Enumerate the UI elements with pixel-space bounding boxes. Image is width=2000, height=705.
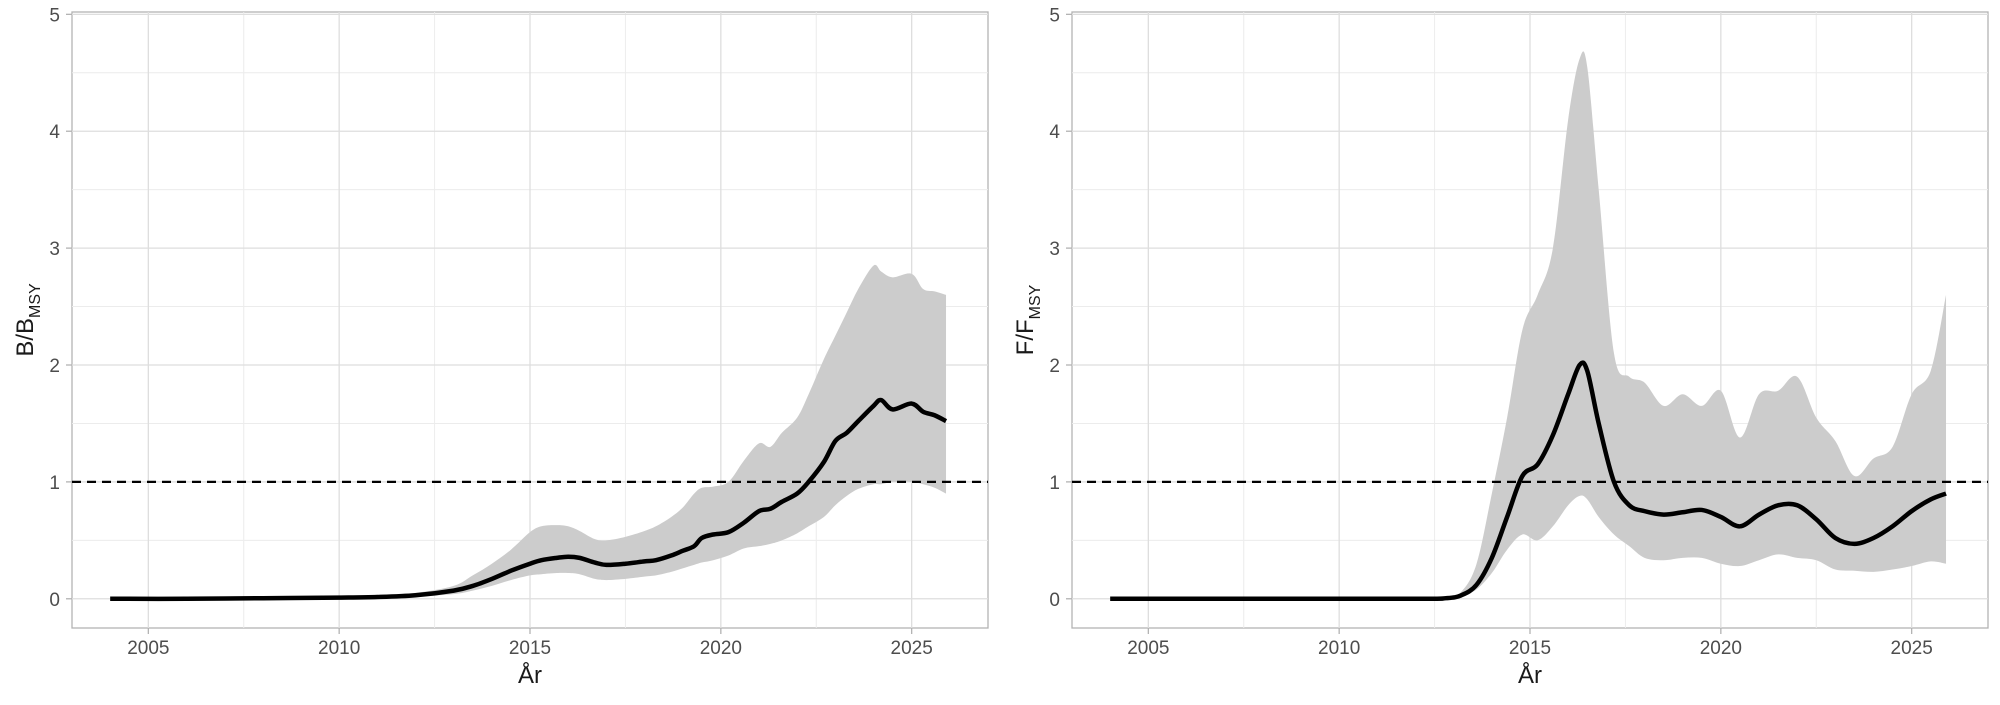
panel-fishing-mortality: 0 1 2 3 4 5 2005 2010 2015 2020 2025 År F/FMSY xyxy=(1012,5,1989,689)
x-axis-title: År xyxy=(518,661,542,689)
y-tick-label: 4 xyxy=(49,122,60,143)
x-tick-labels: 2005 2010 2015 2020 2025 xyxy=(1127,628,1933,659)
panel-biomass: 0 1 2 3 4 5 2005 2010 2015 2020 2025 År B/BMSY xyxy=(12,5,989,689)
x-axis-title: År xyxy=(1518,661,1542,689)
x-tick-labels: 2005 2010 2015 2020 2025 xyxy=(127,628,933,659)
x-tick-label: 2015 xyxy=(509,638,551,659)
x-tick-label: 2020 xyxy=(700,638,742,659)
confidence-band-group xyxy=(110,264,947,599)
y-tick-label: 3 xyxy=(49,239,60,260)
mean-line xyxy=(110,397,948,602)
y-tick-label: 5 xyxy=(1049,5,1060,26)
y-tick-label: 1 xyxy=(1049,473,1060,494)
x-tick-label: 2025 xyxy=(1891,638,1933,659)
y-tick-labels: 0 1 2 3 4 5 xyxy=(1049,5,1072,611)
x-tick-label: 2010 xyxy=(1318,638,1360,659)
y-tick-label: 3 xyxy=(1049,239,1060,260)
y-tick-label: 0 xyxy=(1049,590,1060,611)
mean-line xyxy=(1110,360,1947,602)
mean-line-group xyxy=(1110,360,1947,602)
x-tick-label: 2005 xyxy=(127,638,169,659)
y-tick-label: 0 xyxy=(49,590,60,611)
y-tick-label: 2 xyxy=(1049,356,1060,377)
y-tick-label: 5 xyxy=(49,5,60,26)
y-tick-label: 2 xyxy=(49,356,60,377)
confidence-band-group xyxy=(1110,51,1947,599)
y-tick-label: 1 xyxy=(49,473,60,494)
y-axis-title: B/BMSY xyxy=(12,283,44,357)
y-axis-title-main: B/B xyxy=(12,318,39,357)
y-axis-title-subscript: MSY xyxy=(1027,284,1044,319)
x-tick-label: 2010 xyxy=(318,638,360,659)
y-axis-title-subscript: MSY xyxy=(27,283,44,318)
x-tick-label: 2005 xyxy=(1127,638,1169,659)
x-tick-label: 2015 xyxy=(1509,638,1551,659)
x-tick-label: 2025 xyxy=(891,638,933,659)
confidence-band xyxy=(110,264,947,599)
y-tick-label: 4 xyxy=(1049,122,1060,143)
y-axis-title: F/FMSY xyxy=(1012,284,1044,355)
mean-line-group xyxy=(110,397,948,602)
y-tick-labels: 0 1 2 3 4 5 xyxy=(49,5,72,611)
y-axis-title-main: F/F xyxy=(1012,319,1039,355)
confidence-band xyxy=(1110,51,1947,599)
x-tick-label: 2020 xyxy=(1700,638,1742,659)
